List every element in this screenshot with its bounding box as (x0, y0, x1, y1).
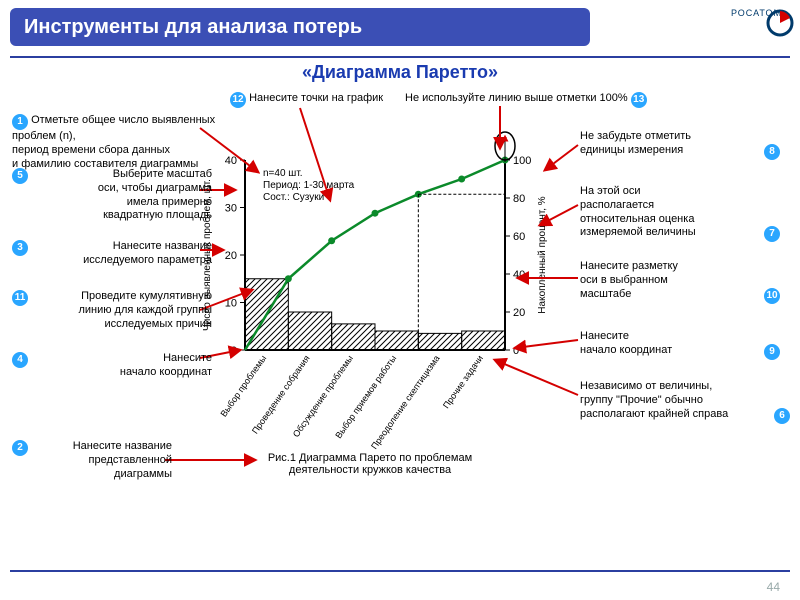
note-12: 12 Нанесите точки на график (230, 92, 400, 108)
svg-text:20: 20 (513, 307, 525, 319)
svg-text:Прочие задачи: Прочие задачи (441, 353, 485, 410)
note-6: Независимо от величины,группу "Прочие" о… (580, 380, 790, 424)
note-11: 11 Проведите кумулятивнуюлинию для каждо… (12, 290, 212, 331)
svg-text:60: 60 (513, 231, 525, 243)
note-3: 3 Нанесите названиеисследуемого параметр… (12, 240, 212, 268)
note-10: Нанесите разметкуоси в выбранноммасштабе… (580, 260, 780, 304)
badge-5: 5 (12, 168, 28, 184)
svg-text:Выбор проблемы: Выбор проблемы (218, 353, 268, 418)
page-number: 44 (767, 580, 780, 594)
chart-caption: Рис.1 Диаграмма Парето по проблемамдеяте… (220, 452, 520, 476)
badge-3: 3 (12, 240, 28, 256)
note-13: Не используйте линию выше отметки 100% 1… (405, 92, 665, 108)
note-1: 1 Отметьте общее число выявленных пробле… (12, 114, 232, 171)
svg-text:30: 30 (225, 203, 237, 215)
badge-6: 6 (774, 408, 790, 424)
badge-1: 1 (12, 114, 28, 130)
note-5: 5 Выберите масштабоси, чтобы диаграммаим… (12, 168, 212, 223)
badge-10: 10 (764, 288, 780, 304)
note-8: Не забудьте отметитьединицы измерения 8 (580, 130, 780, 160)
badge-13: 13 (631, 92, 647, 108)
badge-4: 4 (12, 352, 28, 368)
svg-text:40: 40 (513, 269, 525, 281)
note-7: На этой осирасполагаетсяотносительная оц… (580, 185, 780, 242)
badge-9: 9 (764, 344, 780, 360)
note-9: Нанеситеначало координат 9 (580, 330, 780, 360)
svg-text:Накопленный процент, %: Накопленный процент, % (537, 196, 548, 314)
svg-text:n=40 шт.: n=40 шт. (263, 168, 303, 179)
svg-text:20: 20 (225, 250, 237, 262)
svg-text:Сост.: Сузуки: Сост.: Сузуки (263, 192, 324, 203)
svg-text:100: 100 (513, 155, 531, 167)
badge-2: 2 (12, 440, 28, 456)
note-4: 4 Нанеситеначало координат (12, 352, 212, 380)
svg-text:80: 80 (513, 193, 525, 205)
bottom-divider (10, 570, 790, 572)
badge-11: 11 (12, 290, 28, 306)
badge-8: 8 (764, 144, 780, 160)
note-2: 2 Нанесите названиепредставленнойдиаграм… (12, 440, 172, 481)
badge-7: 7 (764, 226, 780, 242)
badge-12: 12 (230, 92, 246, 108)
svg-text:Период: 1-30 марта: Период: 1-30 марта (263, 180, 355, 191)
